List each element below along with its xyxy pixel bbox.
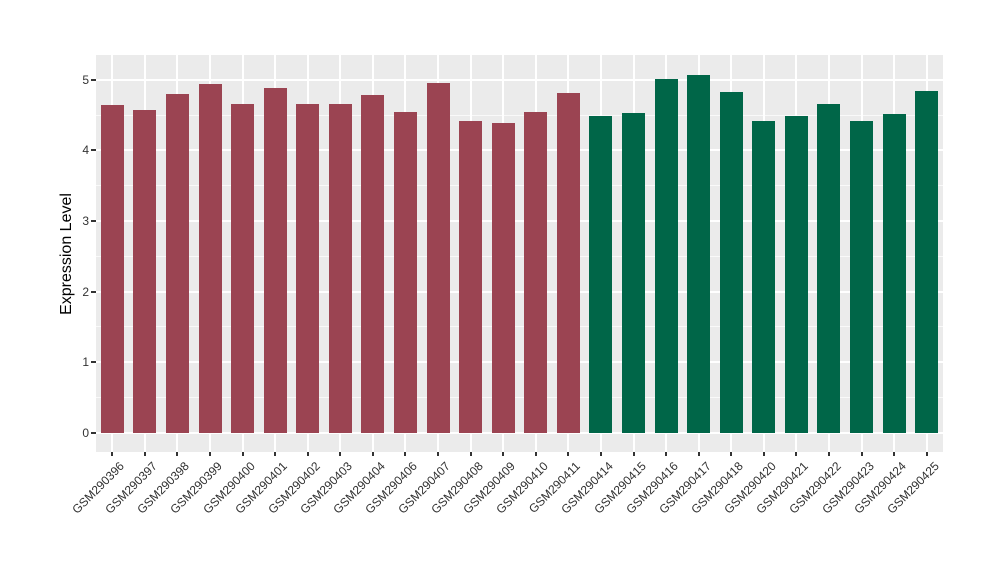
gridline-minor-horizontal: [96, 326, 943, 328]
x-axis-tick: [306, 452, 309, 456]
bar: [882, 114, 906, 433]
y-axis-tick: [91, 149, 96, 152]
bar: [296, 103, 320, 433]
x-axis-tick: [209, 452, 212, 456]
gridline-minor-horizontal: [96, 185, 943, 187]
x-axis-tick: [925, 452, 928, 456]
gridline-major-horizontal: [96, 78, 943, 81]
bar: [165, 93, 189, 433]
x-axis-tick: [827, 452, 830, 456]
x-axis-tick: [339, 452, 342, 456]
y-axis-tick: [91, 78, 96, 81]
x-axis-tick: [762, 452, 765, 456]
bar: [231, 103, 255, 433]
x-axis-tick: [274, 452, 277, 456]
x-axis-tick: [437, 452, 440, 456]
bar: [426, 83, 450, 433]
x-axis-tick: [795, 452, 798, 456]
bar: [491, 122, 515, 433]
bar: [393, 112, 417, 433]
x-axis-tick: [111, 452, 114, 456]
x-axis-tick: [143, 452, 146, 456]
x-axis-tick: [371, 452, 374, 456]
x-axis-tick: [893, 452, 896, 456]
y-axis-tick: [91, 361, 96, 364]
y-axis-tick-label: 2: [82, 284, 89, 299]
y-axis-tick-label: 5: [82, 72, 89, 87]
gridline-minor-horizontal: [96, 397, 943, 399]
y-axis-tick-label: 4: [82, 143, 89, 158]
x-axis-tick: [632, 452, 635, 456]
gridline-major-horizontal: [96, 290, 943, 293]
y-axis-tick-label: 0: [82, 425, 89, 440]
bar: [915, 91, 939, 433]
bar: [198, 83, 222, 433]
gridline-major-horizontal: [96, 149, 943, 152]
y-axis-tick: [91, 431, 96, 434]
gridline-major-horizontal: [96, 431, 943, 434]
x-axis-tick: [665, 452, 668, 456]
x-axis-tick: [176, 452, 179, 456]
x-axis-tick: [241, 452, 244, 456]
gridline-major-horizontal: [96, 361, 943, 364]
x-axis-tick: [567, 452, 570, 456]
y-axis-tick: [91, 220, 96, 222]
bar: [817, 104, 841, 433]
bar: [654, 79, 678, 433]
y-axis-tick-label: 3: [82, 214, 89, 228]
bar: [752, 120, 776, 433]
gridline-minor-horizontal: [96, 255, 943, 257]
bar: [361, 95, 385, 433]
bar: [328, 103, 352, 433]
bar: [556, 93, 580, 433]
x-axis-tick: [502, 452, 505, 456]
x-axis-tick: [469, 452, 472, 456]
bar: [850, 121, 874, 433]
bar: [524, 112, 548, 433]
bar: [687, 74, 711, 433]
x-axis-tick: [697, 452, 700, 456]
x-axis-tick: [599, 452, 602, 456]
x-axis-tick: [730, 452, 733, 456]
bar: [719, 92, 743, 433]
x-axis-tick: [404, 452, 407, 456]
bar: [622, 112, 646, 433]
bar: [100, 105, 124, 433]
x-axis-tick: [534, 452, 537, 456]
bar: [589, 116, 613, 433]
gridline-minor-horizontal: [96, 114, 943, 116]
y-axis-tick: [91, 290, 96, 293]
bar: [263, 88, 287, 433]
bar: [133, 110, 157, 433]
bar: [784, 116, 808, 433]
gridline-major-horizontal: [96, 220, 943, 222]
y-axis-tick-label: 1: [82, 355, 89, 370]
x-axis-tick: [860, 452, 863, 456]
plot-panel: [96, 55, 943, 452]
bar: [459, 120, 483, 433]
